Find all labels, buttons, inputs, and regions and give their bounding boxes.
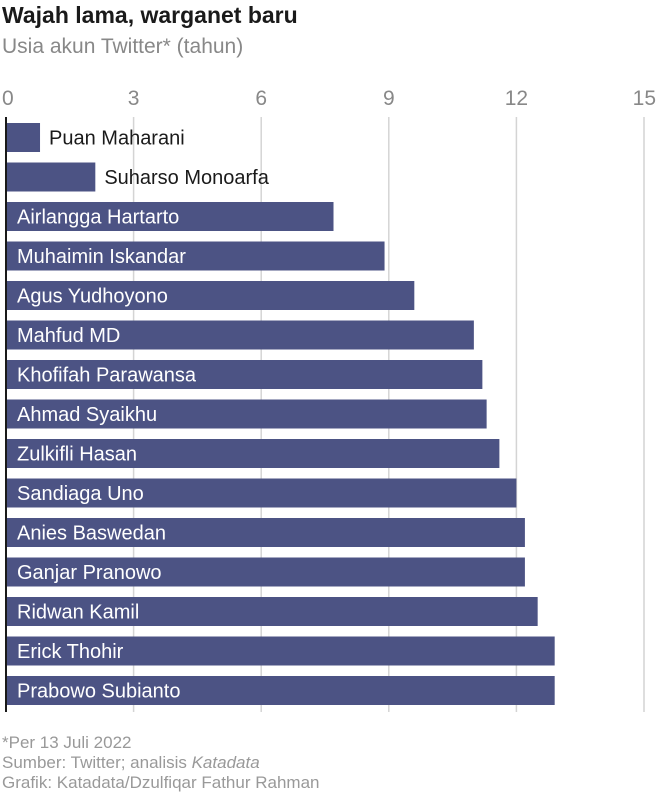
source-name: Katadata [191,753,260,772]
bar-label: Prabowo Subianto [17,681,180,703]
source-prefix: Sumber: Twitter; analisis [2,753,192,772]
bar [6,439,500,468]
source-line: Sumber: Twitter; analisis Katadata [2,753,319,773]
bar-label: Zulkifli Hasan [17,444,137,466]
chart-title: Wajah lama, warganet baru [2,2,298,28]
bar-label: Ganjar Pranowo [17,562,162,584]
x-tick-label-6: 6 [255,87,267,110]
bar [6,281,415,310]
bar [6,123,41,152]
bar-label: Erick Thohir [17,641,124,663]
bar [6,518,525,547]
bar-label: Khofifah Parawansa [17,365,197,387]
bar [6,320,474,350]
chart-subtitle: Usia akun Twitter* (tahun) [2,35,244,58]
bar-label: Puan Maharani [49,128,185,150]
bar-label: Anies Baswedan [17,523,166,545]
bar-label: Sandiaga Uno [17,483,144,505]
bar [6,676,555,705]
bar-label: Ahmad Syaikhu [17,404,157,426]
credit-line: Grafik: Katadata/Dzulfiqar Fathur Rahman [2,773,320,792]
bar [6,202,334,231]
footnote: *Per 13 Juli 2022 [2,733,132,752]
bar [6,478,517,508]
bar-label: Muhaimin Iskandar [17,246,186,268]
bar [6,636,555,666]
x-tick-label-9: 9 [383,87,395,110]
x-tick-label-0: 0 [2,87,14,110]
bar-label: Suharso Monoarfa [104,167,269,189]
bar [6,241,385,271]
bar [6,360,483,389]
bar-chart: 0 3 6 9 12 15 Puan Maharani Suharso Monoarfa Air… [2,87,656,712]
x-tick-label-12: 12 [505,87,528,110]
bar [6,399,487,429]
bar-label: Ridwan Kamil [17,602,139,624]
bar-label: Mahfud MD [17,325,120,347]
bar [6,162,96,192]
x-tick-label-15: 15 [633,87,656,110]
bar [6,557,525,587]
footer: *Per 13 Juli 2022 Sumber: Twitter; anali… [2,733,319,793]
bar-label: Airlangga Hartarto [17,207,179,229]
bar-label: Agus Yudhoyono [17,286,168,308]
x-tick-label-3: 3 [128,87,140,110]
bar [6,597,538,626]
